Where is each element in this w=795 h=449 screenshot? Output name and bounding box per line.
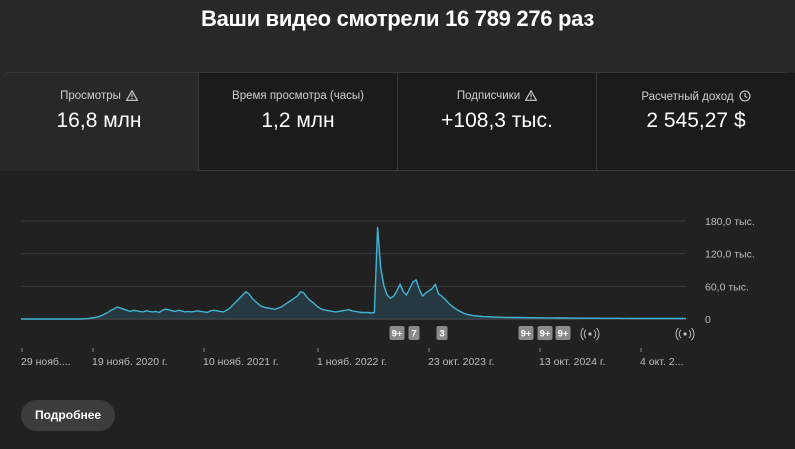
tab-watch-time-label: Время просмотра (часы): [232, 90, 364, 102]
x-tick-label: 23 окт. 2023 г.: [428, 356, 494, 368]
y-tick-label: 180,0 тыс.: [705, 216, 755, 228]
video-marker-badge[interactable]: [518, 326, 534, 340]
x-tick-label: 13 окт. 2024 г.: [539, 356, 605, 368]
page-headline: Ваши видео смотрели 16 789 276 раз: [201, 6, 594, 31]
x-tick-label: 29 нояб....: [21, 356, 71, 368]
series-area: [21, 227, 686, 319]
tab-subscribers[interactable]: Подписчики +108,3 тыс.: [398, 73, 597, 171]
video-marker-count: 9+: [558, 329, 569, 340]
video-marker-badge[interactable]: [408, 326, 420, 340]
video-marker-badge[interactable]: [537, 326, 553, 340]
tab-revenue[interactable]: Расчетный доход 2 545,27 $: [597, 73, 795, 171]
video-marker-badge[interactable]: [389, 326, 405, 340]
analytics-card: Просмотры 16,8 млн Время просмотра (часы…: [0, 72, 795, 449]
metric-tabs: Просмотры 16,8 млн Время просмотра (часы…: [0, 73, 795, 171]
video-marker-count: 3: [439, 329, 444, 340]
tab-revenue-value: 2 545,27 $: [646, 109, 746, 132]
y-tick-label: 120,0 тыс.: [705, 249, 755, 261]
video-marker-count: 9+: [521, 329, 532, 340]
tab-subscribers-label: Подписчики: [456, 90, 521, 102]
tab-revenue-label: Расчетный доход: [641, 91, 734, 103]
video-marker-count: 9+: [540, 329, 551, 340]
x-tick-label: 19 нояб. 2020 г.: [92, 356, 168, 368]
warning-icon: [125, 89, 139, 104]
series-line: [21, 226, 686, 320]
x-tick-label: 1 нояб. 2022 г.: [317, 356, 387, 368]
video-marker-badge[interactable]: [436, 326, 448, 340]
x-tick-label: 10 нояб. 2021 г.: [203, 356, 279, 368]
views-chart-svg: 180,0 тыс. 120,0 тыс. 60,0 тыс. 0 9+ 7 3 9+ 9+ 9+…: [21, 216, 755, 368]
video-marker-count: 9+: [392, 329, 403, 340]
video-marker-badge[interactable]: [555, 326, 571, 340]
video-marker-count: 7: [411, 329, 416, 340]
live-stream-icon: [580, 327, 600, 341]
tab-views-value: 16,8 млн: [56, 109, 142, 132]
tab-views[interactable]: Просмотры 16,8 млн: [0, 73, 199, 171]
live-stream-icon[interactable]: [675, 327, 695, 341]
y-tick-label: 60,0 тыс.: [705, 281, 749, 293]
clock-icon: [739, 90, 751, 105]
tab-watch-time-value: 1,2 млн: [261, 109, 335, 132]
x-tick-label: 4 окт. 2...: [640, 356, 683, 368]
tab-views-label: Просмотры: [60, 90, 121, 102]
y-tick-label: 0: [705, 314, 711, 326]
tab-subscribers-value: +108,3 тыс.: [441, 109, 553, 132]
tab-watch-time[interactable]: Время просмотра (часы) 1,2 млн: [199, 73, 398, 171]
more-details-button[interactable]: Подробнее: [21, 400, 116, 431]
warning-icon: [524, 89, 538, 104]
views-chart: 180,0 тыс. 120,0 тыс. 60,0 тыс. 0 9+ 7 3 9+ 9+ 9+…: [0, 171, 795, 371]
